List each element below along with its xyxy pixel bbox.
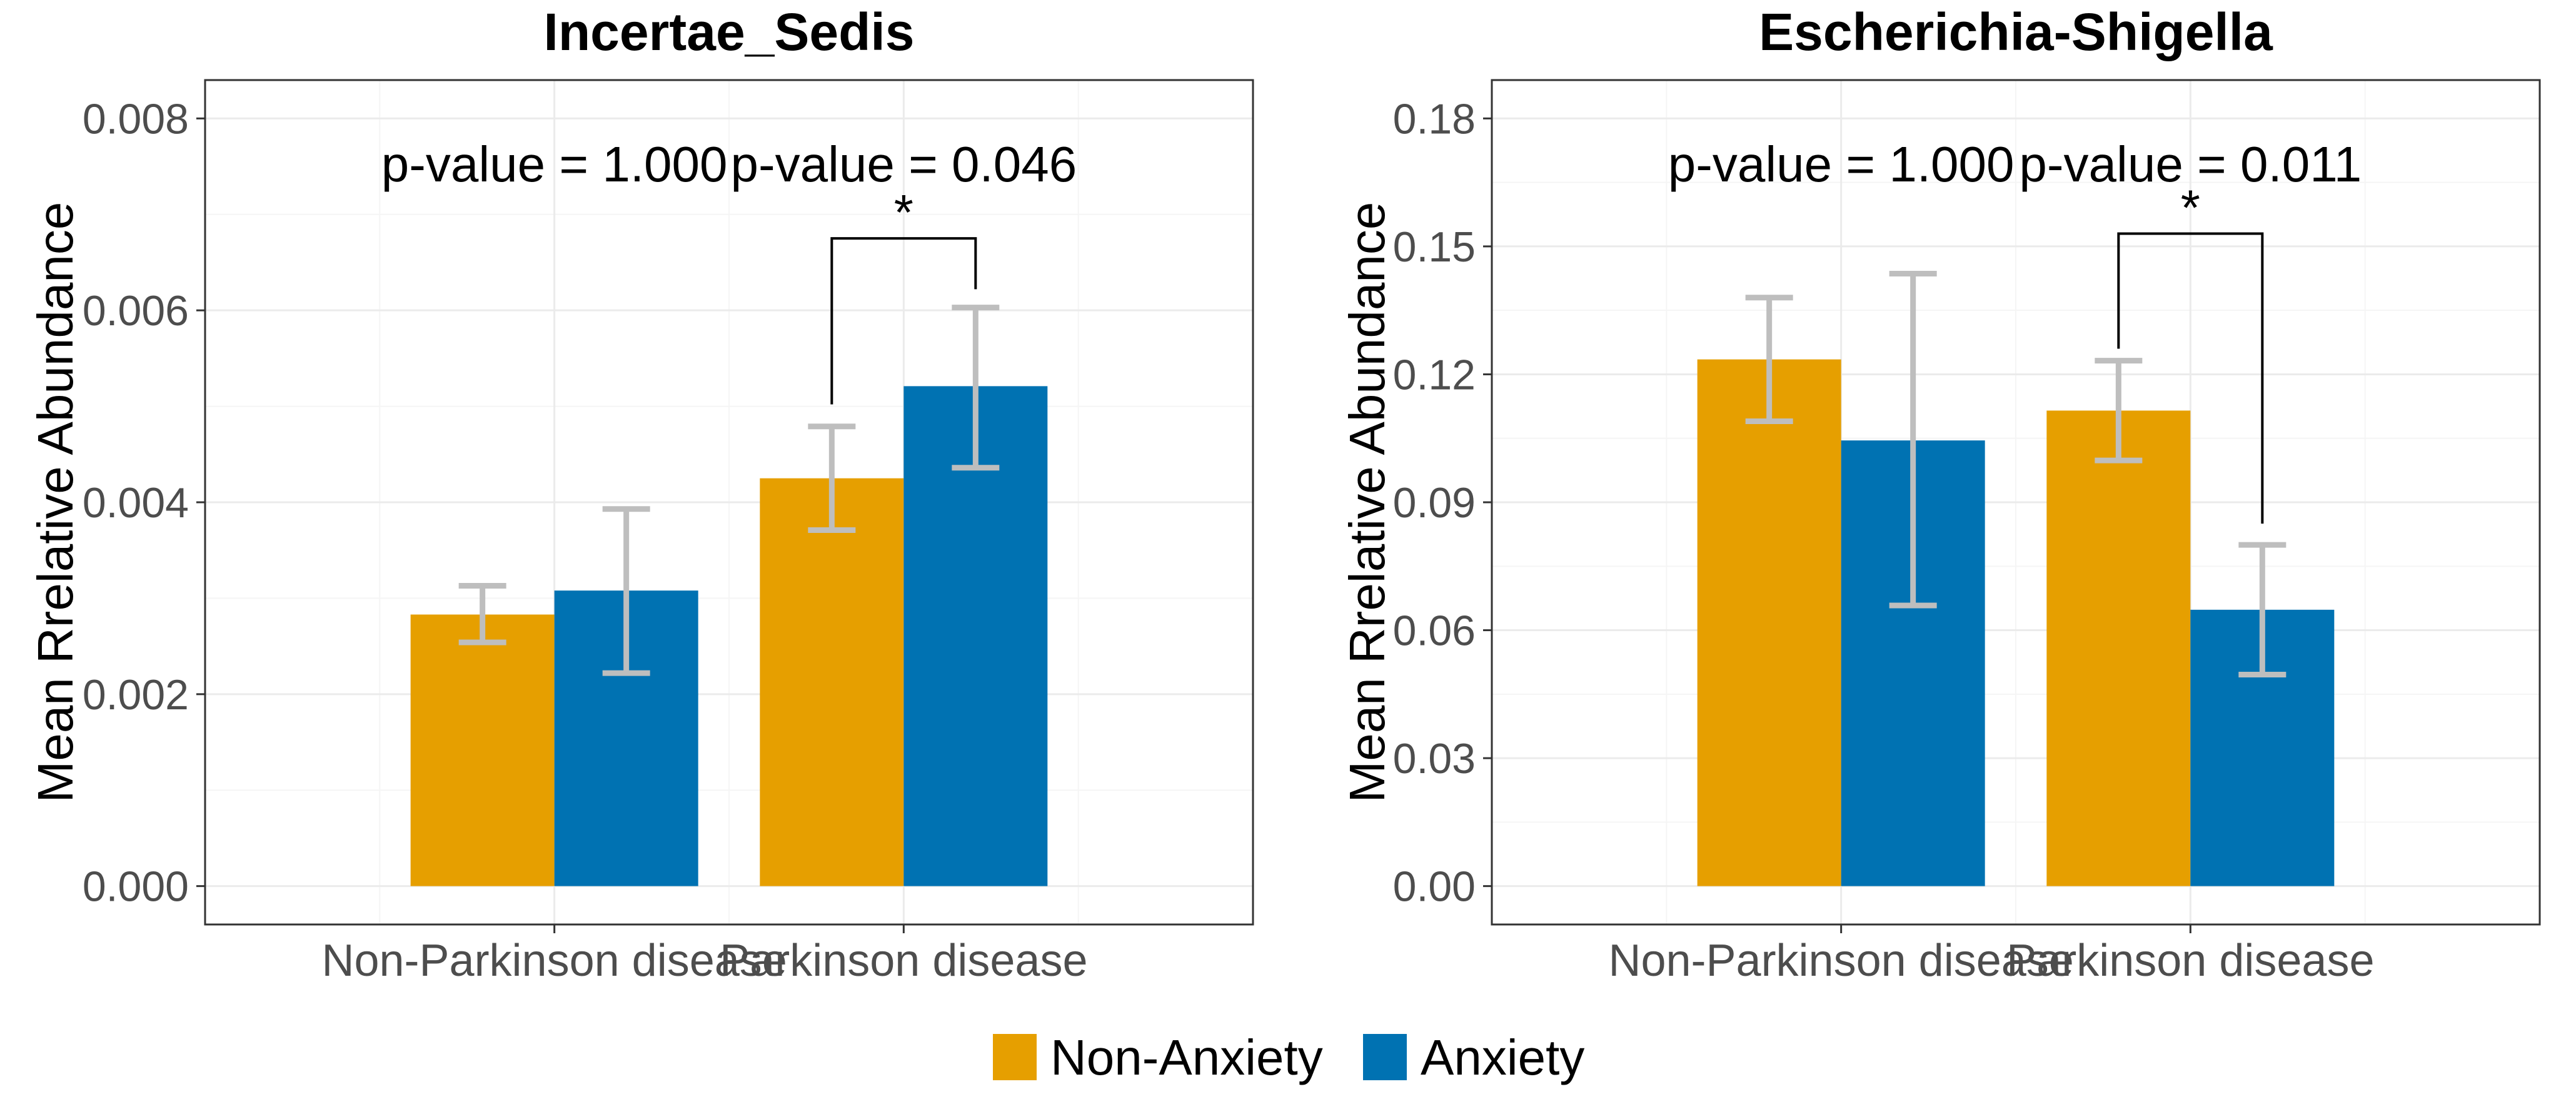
bar-non-anxiety-2 (2046, 410, 2191, 886)
y-tick-label: 0.03 (1393, 735, 1476, 782)
bar-non-anxiety-1 (410, 614, 555, 886)
error-bar-non-anxiety-1 (458, 582, 506, 646)
error-bar-non-anxiety-1 (1745, 295, 1793, 424)
error-bar-anxiety-2 (2238, 542, 2287, 677)
y-tick-label: 0.008 (83, 95, 189, 143)
x-tick-label: Non-Parkinson disease (1608, 936, 2073, 986)
y-tick-label: 0.15 (1393, 223, 1476, 271)
panel-1: p-value = 1.000 p-value = 0.046* 0.000 0.00… (28, 3, 1254, 986)
y-tick-label: 0.000 (83, 863, 189, 911)
error-bar-anxiety-2 (952, 305, 1000, 471)
y-axis-title: Mean Rrelative Abundance (28, 202, 83, 803)
legend-key (1363, 1034, 1407, 1080)
panels: p-value = 1.000 p-value = 0.046*0.0000.00… (28, 3, 2541, 986)
p-value-label-1: p-value = 1.000 (1668, 136, 2015, 192)
legend-label: Non-Anxiety (1050, 1030, 1323, 1085)
panel-title: Escherichia-Shigella (1759, 3, 2273, 61)
error-bar-anxiety-1 (602, 506, 650, 676)
y-tick-label: 0.004 (83, 479, 189, 527)
p-value-label-2: p-value = 0.046 (730, 136, 1077, 192)
error-bar-non-anxiety-2 (2095, 358, 2143, 463)
significance-bracket (830, 237, 977, 405)
x-tick-label: Non-Parkinson disease (321, 936, 787, 986)
legend-label: Anxiety (1421, 1030, 1584, 1085)
error-bar-non-anxiety-2 (808, 423, 856, 533)
legend-item-non-anxiety: Non-Anxiety (993, 1030, 1323, 1085)
y-tick-label: 0.002 (83, 671, 189, 719)
legend-item-anxiety: Anxiety (1363, 1030, 1584, 1085)
y-tick-label: 0.09 (1393, 479, 1476, 527)
x-tick-label: Parkinson disease (2006, 936, 2374, 986)
y-axis-title: Mean Rrelative Abundance (1339, 202, 1395, 803)
significance-star: * (2181, 180, 2200, 235)
bar-non-anxiety-1 (1697, 359, 1841, 886)
legend-key (993, 1034, 1037, 1080)
y-tick-label: 0.18 (1393, 95, 1476, 143)
p-value-label-1: p-value = 1.000 (381, 136, 728, 192)
x-tick-label: Parkinson disease (720, 936, 1087, 986)
error-bar-anxiety-1 (1889, 271, 1937, 609)
bar-non-anxiety-2 (760, 478, 904, 886)
significance-bracket (2117, 232, 2264, 524)
panel-2: p-value = 1.000 p-value = 0.011* 0.00 0.03 0… (1339, 3, 2541, 986)
y-tick-label: 0.00 (1393, 863, 1476, 911)
y-tick-label: 0.12 (1393, 351, 1476, 398)
legend: Non-Anxiety Anxiety (993, 1030, 1584, 1085)
p-value-label-2: p-value = 0.011 (2019, 136, 2362, 192)
significance-star: * (894, 185, 913, 240)
y-tick-label: 0.006 (83, 287, 189, 335)
y-tick-label: 0.06 (1393, 607, 1476, 655)
panel-title: Incertae_Sedis (543, 3, 914, 61)
